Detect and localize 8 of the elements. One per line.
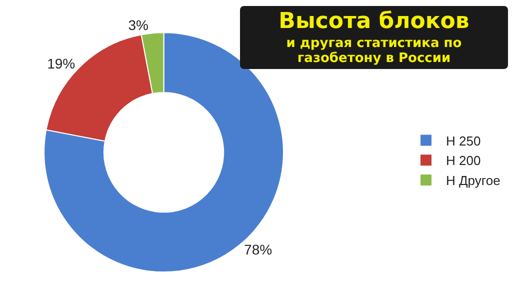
legend-label: Н 250 bbox=[446, 133, 481, 148]
text: и другая статистика по газобетону в России bbox=[285, 36, 463, 66]
data-label: 3% bbox=[128, 17, 148, 34]
legend-label: Н 200 bbox=[446, 153, 481, 168]
data-label: 19% bbox=[47, 56, 76, 72]
data-label: 78% bbox=[244, 241, 272, 258]
legend-label: Н Другое bbox=[446, 173, 500, 188]
chart-title: Высота блоков bbox=[278, 9, 470, 34]
